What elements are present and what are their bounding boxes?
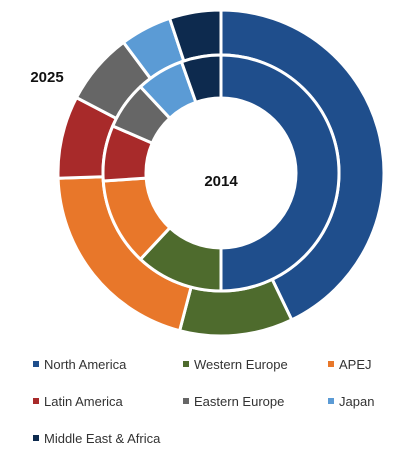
- legend-swatch: [183, 361, 189, 367]
- legend-swatch: [328, 398, 334, 404]
- legend-item-japan: Japan: [328, 394, 374, 409]
- outer-ring-label: 2025: [30, 69, 63, 86]
- legend-label: Eastern Europe: [194, 394, 284, 409]
- legend-label: Middle East & Africa: [44, 431, 161, 446]
- legend-item-apej: APEJ: [328, 357, 372, 372]
- legend-label: North America: [44, 357, 127, 372]
- legend-label: APEJ: [339, 357, 372, 372]
- legend-item-eastern-europe: Eastern Europe: [183, 394, 284, 409]
- legend-swatch: [33, 398, 39, 404]
- legend-swatch: [33, 361, 39, 367]
- legend-swatch: [33, 435, 39, 441]
- legend: North America Western Europe APEJ Latin Ame…: [33, 357, 374, 446]
- inner-slice-middle-east-and-africa: [179, 53, 223, 104]
- legend-item-north-america: North America: [33, 357, 127, 372]
- inner-ring-label: 2014: [204, 173, 238, 190]
- legend-item-western-europe: Western Europe: [183, 357, 288, 372]
- legend-item-latin-america: Latin America: [33, 394, 124, 409]
- outer-ring-2025: [56, 8, 386, 338]
- legend-swatch: [183, 398, 189, 404]
- legend-item-middle-east-and-africa: Middle East & Africa: [33, 431, 161, 446]
- legend-label: Western Europe: [194, 357, 288, 372]
- inner-ring-2014: [101, 53, 341, 293]
- legend-label: Latin America: [44, 394, 124, 409]
- inner-slice-north-america: [219, 53, 341, 293]
- legend-swatch: [328, 361, 334, 367]
- legend-label: Japan: [339, 394, 374, 409]
